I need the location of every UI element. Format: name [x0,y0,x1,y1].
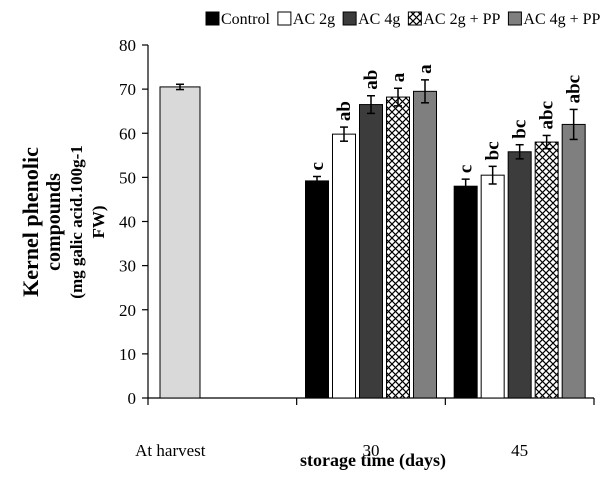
legend-swatch [205,11,220,26]
bar-control-30 [305,180,329,399]
y-axis-title-line: compounds [43,173,65,271]
y-tick-label: 10 [119,345,136,364]
significance-label: abc [537,101,558,130]
bar-control-45 [453,185,478,399]
legend-item: AC 2g + PP [407,11,501,28]
bar-ac-4g-30 [359,104,383,399]
legend-swatch [407,11,422,26]
legend-item: AC 4g [342,11,400,28]
y-axis-title-line: (mg galic acid.100g-1 [67,145,86,298]
legend-label: AC 2g [293,11,335,28]
bar-ac-4g-pp-45 [561,123,586,399]
legend-swatch [507,11,522,26]
y-tick-label: 60 [119,124,136,143]
bar-ac-2g-45 [480,174,505,399]
bar-ac-4g-pp-30 [413,90,437,399]
legend-label: AC 4g + PP [523,11,600,28]
significance-label: bc [510,120,531,139]
significance-label: c [456,165,477,173]
significance-label: ab [334,101,355,121]
legend-label: AC 2g + PP [423,11,500,28]
x-tick-label: 45 [511,441,528,460]
bar-ac-4g-45 [507,151,532,399]
axes: 0 10 20 30 40 50 60 70 80 [119,36,595,408]
legend-item: Control [205,11,270,28]
legend-swatch [277,11,292,26]
significance-label: ab [361,70,382,90]
significance-label: a [415,64,436,74]
labels: At harvest 30 45 storage time (days) Kernel … [18,64,585,471]
legend-item: AC 2g [277,11,335,28]
y-tick-label: 20 [119,301,136,320]
y-tick-label: 80 [119,36,136,55]
x-axis-title: storage time (days) [300,450,446,471]
bar-ac-2g-pp-30 [386,96,410,399]
bars [159,79,586,399]
x-tick-label: At harvest [135,441,206,460]
legend-label: Control [221,11,270,28]
x-tick-label: 30 [363,441,380,460]
y-tick-label: 70 [119,80,136,99]
y-tick-label: 0 [128,389,137,408]
y-tick-label: 30 [119,257,136,276]
y-tick-label: 40 [119,213,136,232]
legend: Control AC 2g AC 4g AC 2g + PP AC 4g + PP [205,11,601,28]
y-axis-title-line: FW) [89,205,108,238]
legend-swatch [342,11,357,26]
legend-label: AC 4g [358,11,400,28]
significance-label: bc [483,141,504,160]
y-tick-label: 50 [119,168,136,187]
bar-ac-2g-pp-45 [534,141,559,399]
significance-label: c [307,162,328,170]
legend-item: AC 4g + PP [507,11,601,28]
bar-control-at-harvest [159,86,201,399]
significance-label: abc [564,75,585,104]
y-axis-title-line: Kernel phenolic [18,147,43,297]
significance-label: a [388,72,409,82]
bar-ac-2g-30 [332,133,356,399]
